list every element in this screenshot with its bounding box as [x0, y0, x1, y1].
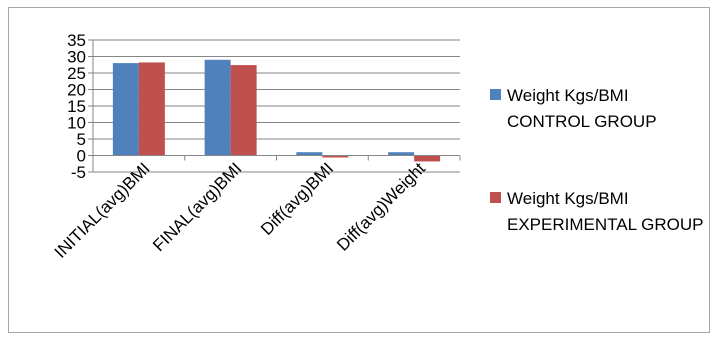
y-tick-label: 10	[67, 114, 86, 133]
bar-experimental	[414, 155, 441, 162]
y-tick-label: 30	[67, 48, 86, 67]
legend-swatch-control	[490, 89, 501, 100]
chart-frame	[8, 7, 710, 333]
x-category-label: FINAL(avg)BMI	[149, 159, 245, 255]
y-tick-label: 5	[77, 130, 86, 149]
bar-experimental	[138, 62, 165, 156]
bar-experimental	[230, 65, 257, 156]
bar-control	[388, 152, 415, 156]
y-tick-label: 0	[77, 147, 86, 166]
y-tick-label: -5	[71, 163, 86, 182]
legend-label-control: Weight Kgs/BMI CONTROL GROUP	[507, 86, 657, 131]
x-category-label: INITIAL(avg)BMI	[51, 159, 154, 262]
bar-control	[204, 59, 231, 156]
y-tick-label: 35	[67, 31, 86, 50]
bar-experimental	[322, 155, 349, 158]
axes	[88, 39, 461, 173]
legend-label-experimental: Weight Kgs/BMI EXPERIMENTAL GROUP	[507, 189, 704, 234]
y-tick-label: 25	[67, 64, 86, 83]
bar-control	[296, 152, 323, 156]
x-category-label: Diff(avg)BMI	[257, 159, 337, 239]
legend-swatch-experimental	[490, 192, 501, 203]
y-tick-label: 15	[67, 97, 86, 116]
bar-control	[112, 63, 139, 156]
y-tick-label: 20	[67, 81, 86, 100]
bars	[112, 59, 441, 162]
x-category-label: Diff(avg)Weight	[333, 159, 429, 255]
